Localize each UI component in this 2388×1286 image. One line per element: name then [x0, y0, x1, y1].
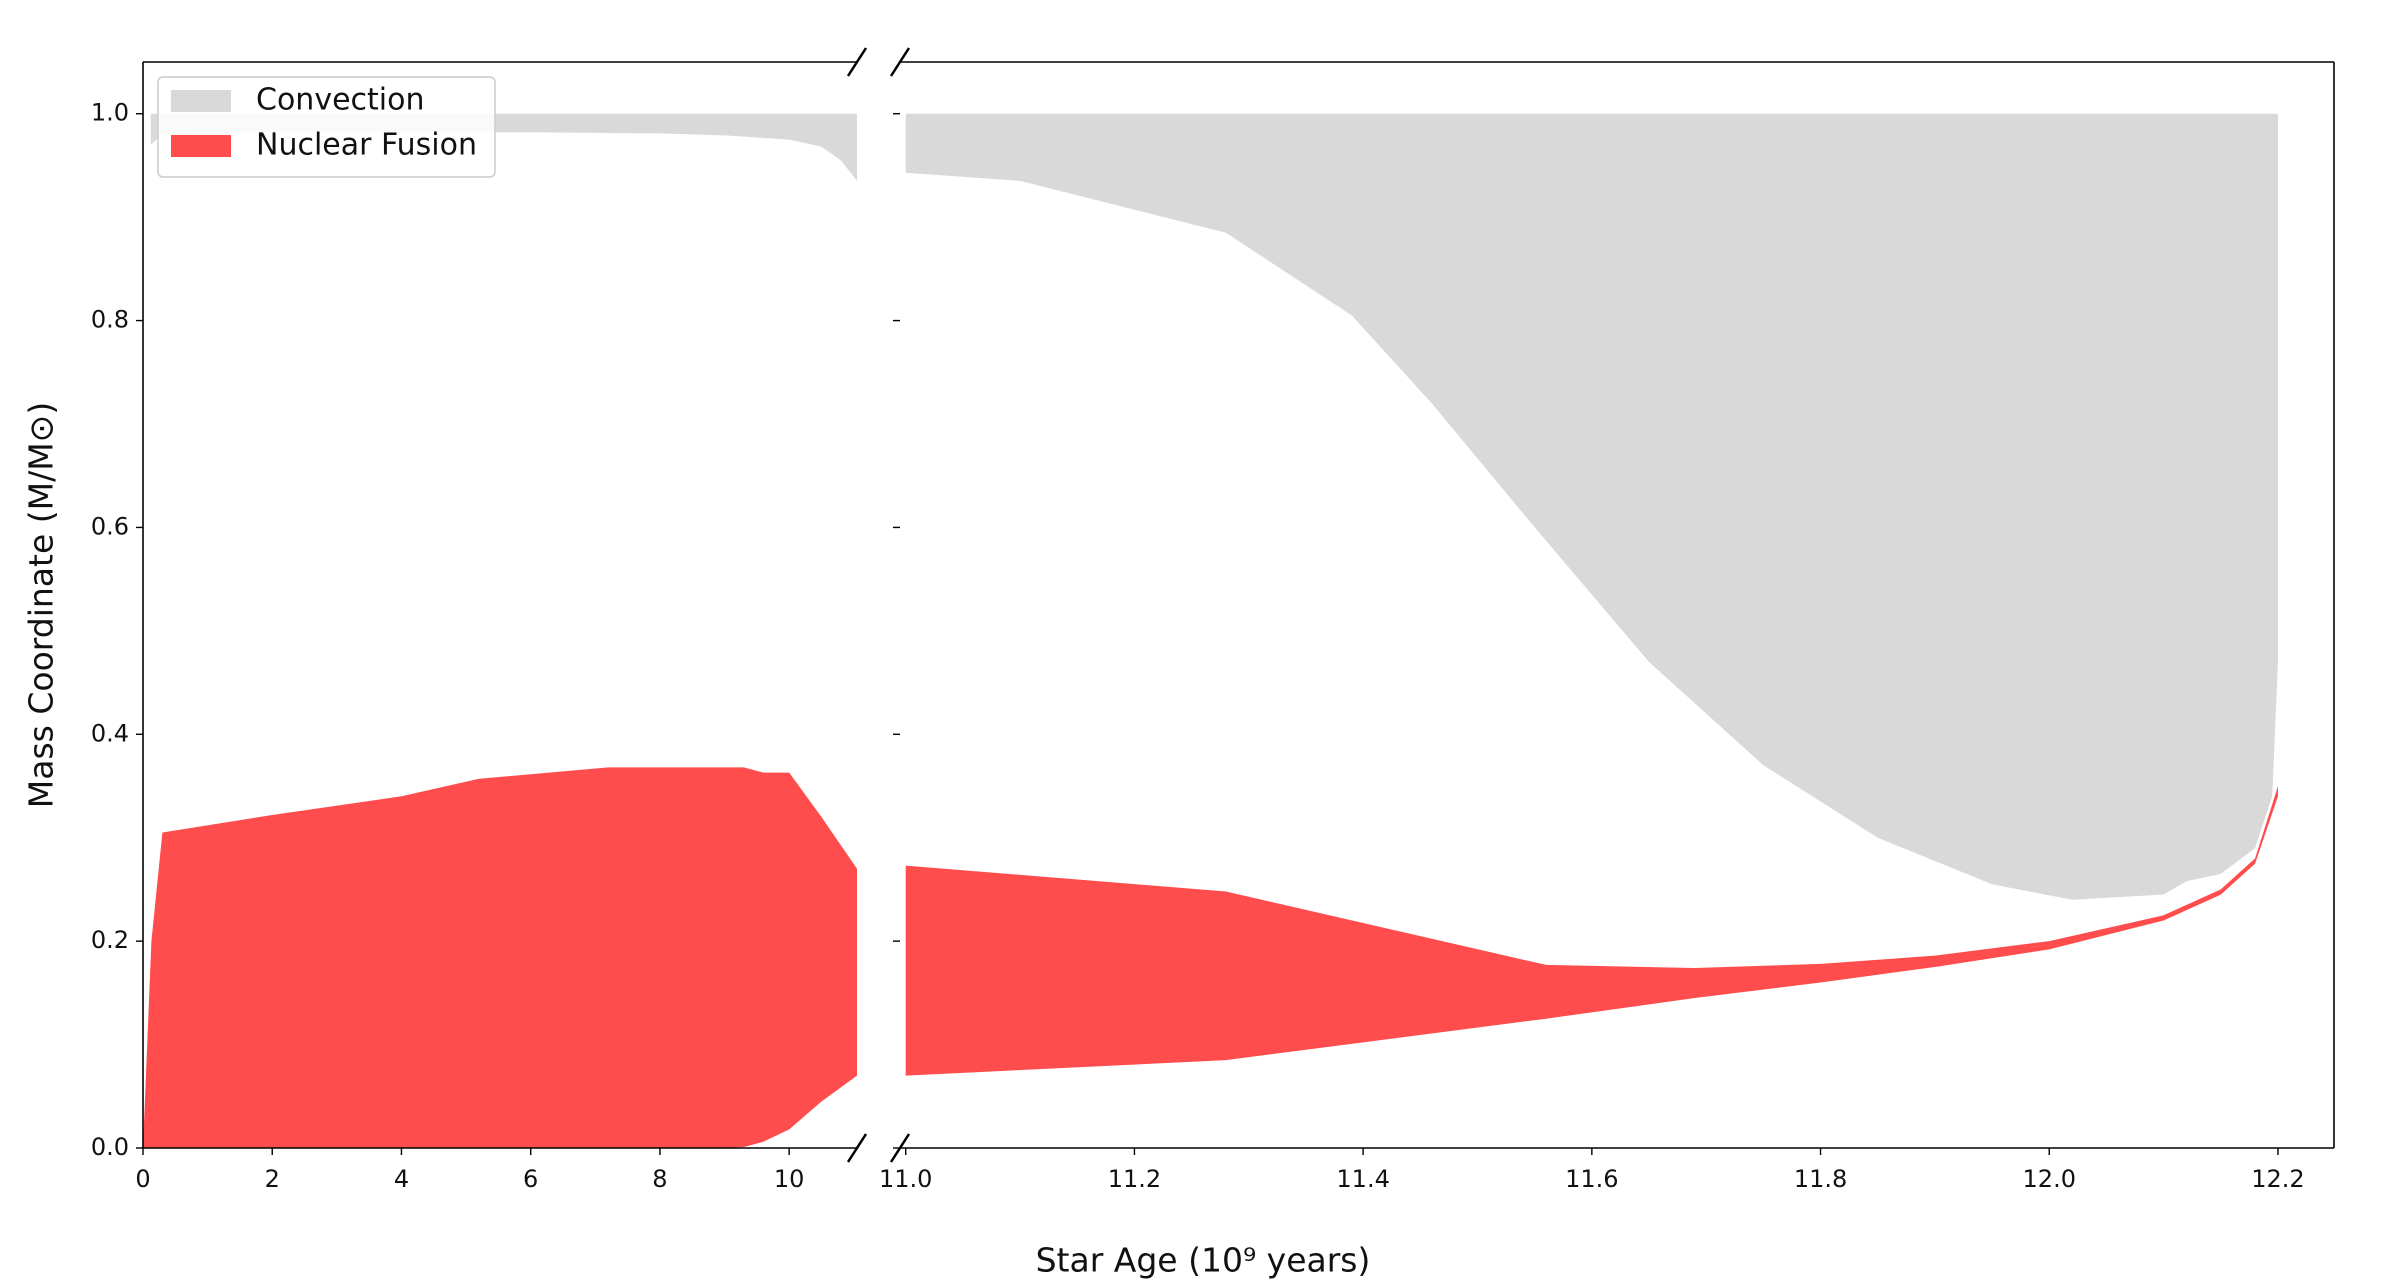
- axis-break: [846, 1133, 868, 1163]
- y-axis-label: Mass Coordinate (M/M⊙): [22, 402, 61, 808]
- x-tick-label: 12.0: [2023, 1165, 2076, 1193]
- y-tick-label: 0.0: [91, 1133, 129, 1161]
- x-tick-label: 11.0: [879, 1165, 932, 1193]
- x-tick-label: 2: [265, 1165, 280, 1193]
- x-tick-label: 0: [135, 1165, 150, 1193]
- y-tick-label: 0.6: [91, 512, 129, 540]
- area-band: [143, 767, 857, 1148]
- y-tick-label: 0.8: [91, 306, 129, 334]
- legend-swatch: [171, 90, 231, 112]
- y-tick-label: 1.0: [91, 99, 129, 127]
- x-tick-label: 8: [652, 1165, 667, 1193]
- y-tick-label: 0.2: [91, 926, 129, 954]
- y-tick-label: 0.4: [91, 719, 129, 747]
- legend-box: [157, 76, 496, 178]
- x-tick-label: 6: [523, 1165, 538, 1193]
- x-axis-label: Star Age (10⁹ years): [1036, 1241, 1371, 1280]
- x-tick-label: 11.6: [1565, 1165, 1618, 1193]
- x-tick-label: 4: [394, 1165, 409, 1193]
- x-tick-label: 12.2: [2251, 1165, 2304, 1193]
- legend-swatch: [171, 135, 231, 157]
- area-band: [905, 786, 2279, 1076]
- axis-break: [846, 47, 868, 77]
- axis-break: [889, 47, 911, 77]
- legend-text: Nuclear Fusion: [256, 128, 477, 163]
- x-tick-label: 11.8: [1794, 1165, 1847, 1193]
- x-tick-label: 10: [774, 1165, 805, 1193]
- x-tick-label: 11.2: [1108, 1165, 1161, 1193]
- x-tick-label: 11.4: [1336, 1165, 1389, 1193]
- legend-text: Convection: [256, 83, 425, 118]
- area-band: [905, 113, 2279, 900]
